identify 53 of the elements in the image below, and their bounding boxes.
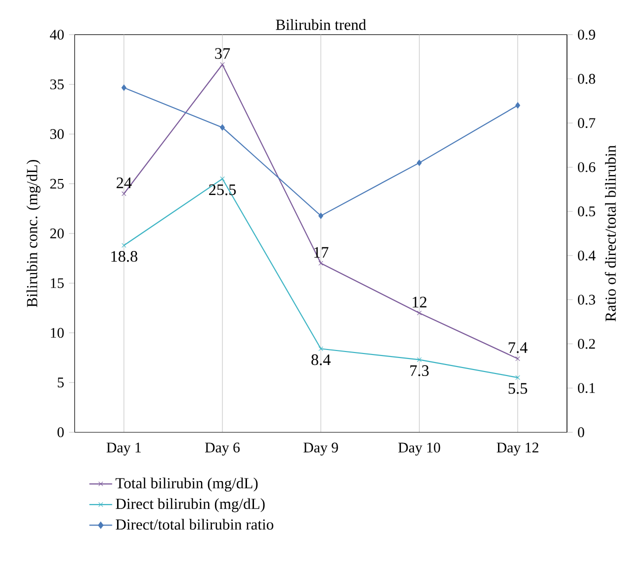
data-label: 8.4: [311, 354, 331, 366]
y-tick-label: 25: [50, 178, 64, 189]
data-label: 7.3: [410, 365, 429, 376]
y2-tick-label: 0.7: [578, 118, 596, 128]
y-tick-label: 40: [50, 30, 64, 40]
chart-title: Bilirubin trend: [276, 19, 366, 30]
legend-label: Direct bilirubin (mg/dL): [116, 498, 265, 512]
point: [121, 84, 126, 91]
point: [318, 212, 324, 220]
y2-tick-label: 0.2: [578, 338, 595, 349]
y-tick-label: 10: [50, 328, 64, 338]
x-tick-label: Day 12: [496, 442, 538, 456]
y2-tick-label: 0.1: [578, 383, 595, 394]
y2-tick-label: 0.9: [578, 30, 596, 40]
y-tick-label: 0: [58, 427, 64, 438]
point: [515, 356, 520, 362]
x-tick-label: Day 6: [205, 442, 240, 456]
x-tick-label: Day 10: [398, 442, 440, 456]
point: [122, 191, 126, 196]
y2-axis-title: Ratio of direct/total bilirubin: [604, 145, 616, 322]
point: [515, 375, 520, 380]
point: [318, 346, 324, 352]
data-label: 5.5: [508, 383, 528, 394]
y2-tick-label: 0.6: [578, 162, 596, 172]
y-axis-title: Bilirubin conc. (mg/dL): [26, 160, 40, 308]
legend-label: Total bilirubin (mg/dL): [116, 478, 258, 492]
point: [416, 310, 422, 316]
x-tick-label: Day 1: [106, 442, 141, 456]
y2-tick-label: 0.4: [578, 250, 596, 261]
point: [416, 357, 422, 362]
data-label: 24: [116, 178, 132, 188]
point: [220, 176, 225, 182]
y2-tick-label: 0.3: [578, 294, 596, 305]
data-label: 7.4: [508, 342, 528, 354]
y2-tick-label: 0: [578, 427, 584, 438]
y-tick-label: 30: [50, 129, 64, 140]
y2-tick-label: 0.8: [578, 74, 596, 84]
point: [318, 260, 324, 266]
y2-tick-label: 0.5: [578, 206, 596, 216]
point: [416, 160, 422, 166]
y-tick-label: 5: [58, 378, 64, 388]
y-tick-label: 15: [50, 278, 64, 288]
x-tick-label: Day 9: [304, 442, 338, 456]
data-label: 18.8: [111, 250, 138, 262]
point: [220, 62, 225, 67]
y-tick-label: 20: [50, 228, 64, 238]
point: [220, 124, 225, 131]
data-label: 37: [215, 48, 230, 59]
y-tick-label: 35: [50, 79, 64, 90]
point: [515, 102, 520, 109]
legend-label: Direct/total bilirubin ratio: [116, 518, 274, 530]
point: [122, 243, 126, 248]
data-label: 12: [412, 296, 426, 308]
